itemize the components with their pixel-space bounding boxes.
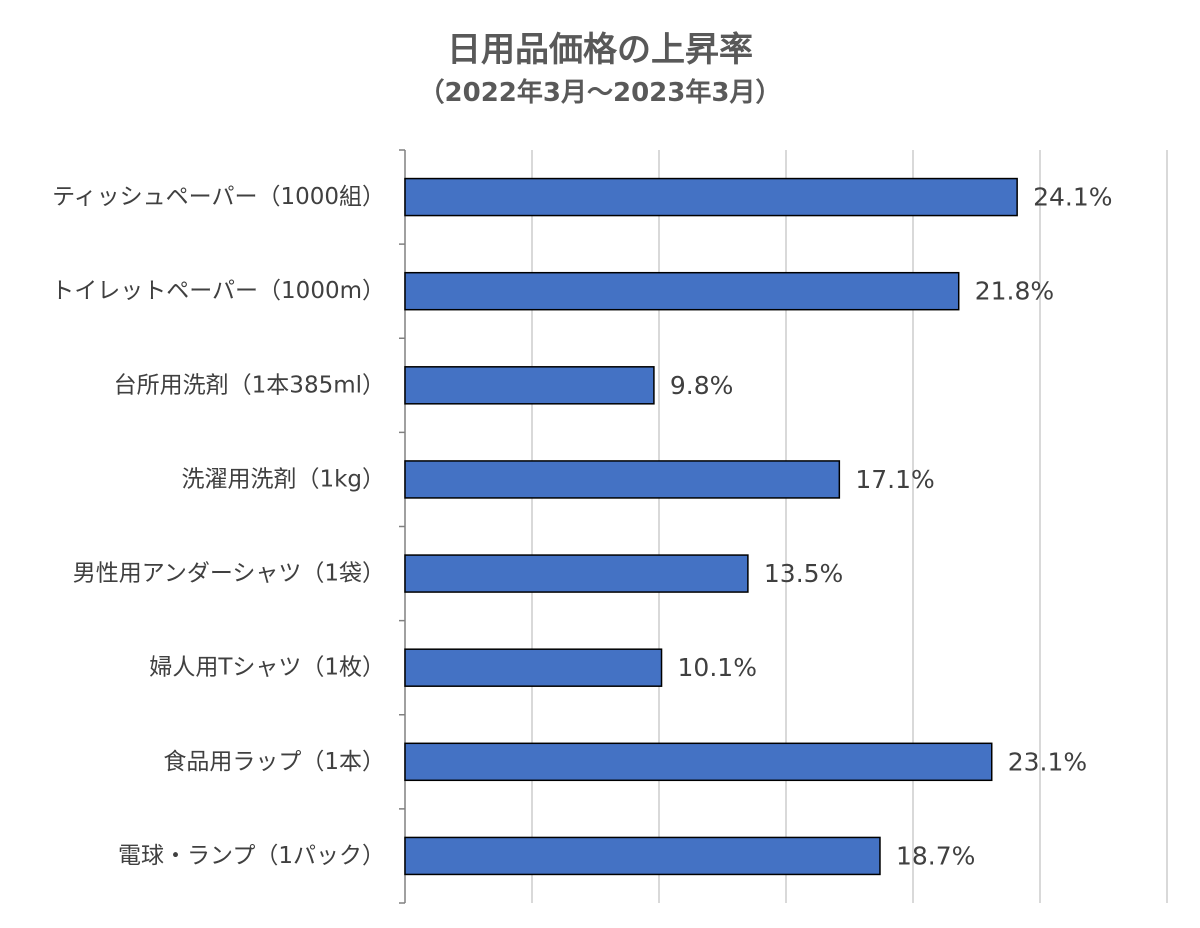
category-label: 男性用アンダーシャツ（1袋） — [73, 561, 385, 587]
bar — [404, 177, 1018, 217]
data-label: 23.1% — [1008, 747, 1087, 776]
category-label: 食品用ラップ（1本） — [163, 749, 385, 775]
data-label: 21.8% — [975, 277, 1054, 306]
data-label: 17.1% — [855, 465, 934, 494]
category-label: 台所用洗剤（1本385ml） — [114, 372, 385, 398]
chart-title: 日用品価格の上昇率 — [447, 30, 753, 70]
category-label: 電球・ランプ（1パック） — [118, 843, 385, 869]
category-label: 洗濯用洗剤（1kg） — [181, 466, 385, 492]
data-label: 18.7% — [896, 841, 975, 870]
bar — [404, 648, 663, 687]
data-label: 24.1% — [1033, 183, 1112, 212]
bar — [404, 366, 655, 405]
category-label: 婦人用Tシャツ（1枚） — [149, 655, 385, 681]
data-label: 9.8% — [670, 371, 734, 400]
category-label: ティッシュペーパー（1000組） — [52, 184, 385, 210]
bar — [404, 836, 881, 876]
data-label: 10.1% — [678, 653, 757, 682]
bar — [404, 554, 749, 593]
chart-subtitle: （2022年3月～2023年3月） — [418, 78, 782, 108]
data-label: 13.5% — [764, 559, 843, 588]
bar — [404, 271, 960, 311]
bar — [404, 460, 841, 499]
category-label: トイレットペーパー（1000m） — [51, 278, 385, 304]
bar — [404, 742, 993, 782]
